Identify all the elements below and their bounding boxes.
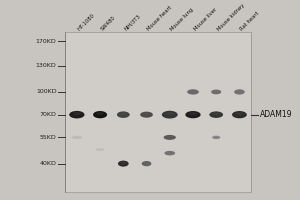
Ellipse shape	[232, 111, 247, 118]
Text: Rat heart: Rat heart	[239, 11, 260, 32]
Ellipse shape	[117, 111, 130, 118]
Text: Mouse kidney: Mouse kidney	[216, 2, 245, 32]
Ellipse shape	[164, 151, 175, 155]
Ellipse shape	[162, 111, 178, 119]
Text: 170KD: 170KD	[36, 39, 56, 44]
Ellipse shape	[118, 161, 129, 167]
Ellipse shape	[71, 136, 82, 139]
Text: Mouse heart: Mouse heart	[146, 5, 173, 32]
Ellipse shape	[144, 162, 149, 164]
Text: 130KD: 130KD	[36, 63, 56, 68]
Ellipse shape	[97, 112, 104, 115]
Text: 40KD: 40KD	[40, 161, 56, 166]
Text: 70KD: 70KD	[40, 112, 56, 117]
Ellipse shape	[214, 136, 218, 138]
Ellipse shape	[164, 135, 176, 140]
Text: Mouse liver: Mouse liver	[193, 7, 218, 32]
Text: 100KD: 100KD	[36, 89, 56, 94]
Ellipse shape	[95, 148, 105, 151]
Ellipse shape	[69, 111, 85, 118]
Ellipse shape	[167, 152, 172, 153]
Text: ADAM19: ADAM19	[260, 110, 292, 119]
Text: 55KD: 55KD	[40, 135, 56, 140]
Ellipse shape	[214, 90, 219, 92]
Ellipse shape	[213, 112, 220, 115]
Text: NIH/3T3: NIH/3T3	[123, 13, 142, 32]
Ellipse shape	[93, 111, 107, 118]
Ellipse shape	[237, 90, 242, 92]
Ellipse shape	[142, 161, 152, 166]
Ellipse shape	[143, 113, 150, 115]
Ellipse shape	[234, 89, 245, 95]
Text: Mouse lung: Mouse lung	[170, 7, 195, 32]
Ellipse shape	[212, 136, 220, 139]
Ellipse shape	[185, 111, 201, 118]
Ellipse shape	[167, 136, 173, 138]
Ellipse shape	[189, 112, 197, 115]
Ellipse shape	[120, 112, 127, 115]
Ellipse shape	[211, 90, 221, 94]
Ellipse shape	[166, 112, 174, 115]
Ellipse shape	[209, 111, 223, 118]
Ellipse shape	[236, 112, 243, 115]
FancyBboxPatch shape	[65, 32, 251, 192]
Ellipse shape	[190, 90, 196, 92]
Ellipse shape	[140, 112, 153, 118]
Ellipse shape	[187, 89, 199, 95]
Text: SW480: SW480	[100, 15, 117, 32]
Ellipse shape	[121, 162, 126, 164]
Text: HT-1080: HT-1080	[77, 12, 96, 32]
Ellipse shape	[73, 112, 81, 115]
